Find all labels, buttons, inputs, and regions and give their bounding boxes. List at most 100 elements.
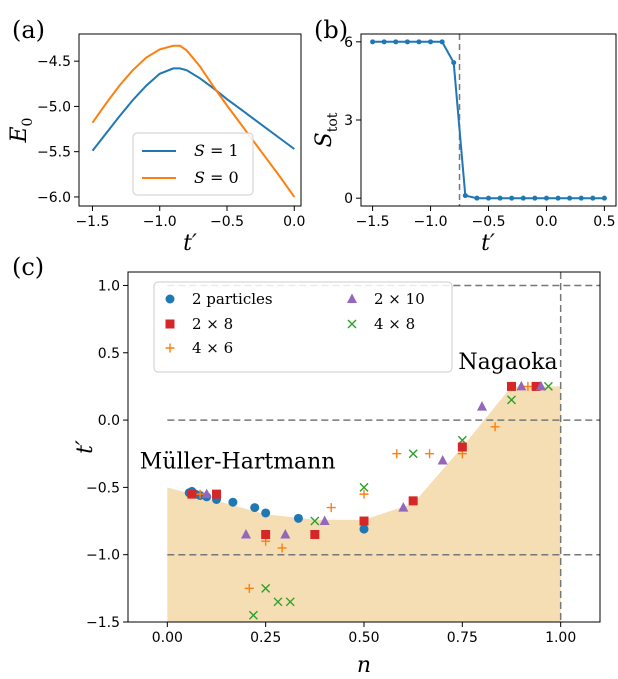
legend-label: 4 × 6 bbox=[192, 339, 233, 357]
x-tick-label: 0.00 bbox=[152, 630, 183, 646]
y-tick-label: 0.0 bbox=[98, 413, 120, 429]
data-point-plus bbox=[523, 381, 533, 391]
data-point-square bbox=[457, 442, 467, 452]
legend-marker-plus bbox=[165, 343, 175, 353]
x-tick-label: −1.0 bbox=[414, 214, 448, 230]
y-tick-label: 0 bbox=[344, 191, 353, 207]
stot-point bbox=[462, 193, 468, 199]
series-line-s0 bbox=[91, 44, 296, 198]
data-point-plus bbox=[392, 449, 402, 459]
stot-point bbox=[439, 39, 445, 45]
panel-c-ylabel: t′ bbox=[73, 440, 98, 454]
data-point-square bbox=[261, 530, 271, 539]
legend-marker-x bbox=[347, 319, 357, 329]
annotation-nagaoka: Nagaoka bbox=[458, 350, 557, 375]
panel-b-ylabel-sub: tot bbox=[325, 112, 341, 132]
data-point-triangle bbox=[241, 529, 251, 539]
panel-a-ylabel-main: E bbox=[7, 126, 32, 143]
panel-a-xlabel: t′ bbox=[183, 231, 197, 256]
data-point-plus bbox=[326, 503, 336, 513]
data-point-plus bbox=[195, 489, 205, 499]
data-point-triangle bbox=[516, 380, 527, 391]
x-tick-label: 0.75 bbox=[447, 630, 478, 646]
stot-point bbox=[404, 39, 410, 45]
stot-point bbox=[590, 195, 596, 201]
data-point-x bbox=[310, 516, 320, 526]
x-tick-label: 0.5 bbox=[593, 214, 615, 230]
y-tick-label: 1.0 bbox=[98, 278, 120, 294]
data-point-x bbox=[285, 597, 295, 607]
data-point-triangle bbox=[319, 515, 330, 526]
y-tick-label: −1.5 bbox=[86, 615, 120, 631]
data-point-x bbox=[359, 482, 369, 492]
stot-point bbox=[474, 195, 480, 201]
panel-b-ylabel-main: S bbox=[312, 132, 337, 147]
panel-b-ylabel: Stot bbox=[312, 112, 341, 147]
panel-a: (a) −1.5 −1.0 −0.5 0.0 −6.0−5.5−5.0−4.5 t′ … bbox=[7, 16, 305, 256]
legend-marker-triangle bbox=[347, 293, 357, 303]
legend-label: 2 × 8 bbox=[192, 315, 233, 333]
data-point-triangle bbox=[477, 401, 487, 411]
data-point-triangle bbox=[398, 502, 409, 512]
panel-a-label: (a) bbox=[12, 16, 45, 44]
stot-point bbox=[370, 39, 376, 45]
stot-point bbox=[543, 195, 549, 201]
data-point-circle bbox=[359, 524, 369, 534]
data-point-plus bbox=[277, 543, 287, 553]
data-point-plus bbox=[425, 449, 435, 459]
data-point-circle bbox=[250, 503, 260, 513]
x-tick-label: 1.00 bbox=[545, 630, 576, 646]
data-point-x bbox=[408, 449, 418, 459]
y-tick-label: −1.0 bbox=[86, 548, 120, 564]
data-point-x bbox=[248, 610, 258, 620]
panel-a-legend: S = 1 S = 0 bbox=[132, 132, 254, 196]
data-point-square bbox=[359, 516, 369, 526]
data-point-circle bbox=[261, 508, 271, 518]
annotation-muller-hartmann: Müller-Hartmann bbox=[140, 450, 336, 475]
stot-line bbox=[372, 40, 605, 200]
legend-marker-square bbox=[165, 319, 175, 329]
stot-point bbox=[555, 195, 561, 201]
legend-label-s0-value: = 0 bbox=[205, 168, 239, 187]
x-tick-label: −1.5 bbox=[75, 214, 109, 230]
stot-point bbox=[567, 195, 573, 201]
legend-label: 4 × 8 bbox=[374, 315, 415, 333]
y-tick-label: −0.5 bbox=[86, 480, 120, 496]
y-tick-label: −4.5 bbox=[37, 54, 71, 70]
stot-point bbox=[486, 195, 491, 201]
x-tick-label: −1.0 bbox=[143, 214, 177, 230]
data-point-square bbox=[507, 381, 516, 391]
data-point-square bbox=[212, 489, 221, 499]
x-tick-label: 0.0 bbox=[283, 214, 305, 230]
panel-c-legend-frame bbox=[153, 281, 453, 373]
data-point-square bbox=[187, 489, 197, 499]
x-tick-label: −0.5 bbox=[472, 214, 506, 230]
legend-label-s1-value: = 1 bbox=[205, 141, 239, 160]
data-point-triangle bbox=[280, 529, 291, 539]
panel-b: (b) −1.5 −1.0 −0.5 0.0 0.5 0 3 6 t′ Stot bbox=[312, 16, 617, 256]
x-tick-label: −0.5 bbox=[210, 214, 244, 230]
legend-label-s0-prefix: S bbox=[194, 168, 205, 187]
panel-b-label: (b) bbox=[314, 16, 348, 44]
stot-point bbox=[509, 195, 515, 201]
shaded-region bbox=[167, 386, 561, 622]
data-point-square bbox=[408, 496, 418, 506]
stot-point bbox=[451, 60, 457, 66]
panel-a-legend-frame bbox=[132, 132, 254, 196]
panel-a-ylabel: E0 bbox=[7, 118, 36, 144]
y-tick-label: 0.5 bbox=[98, 346, 120, 362]
stot-point bbox=[428, 39, 434, 45]
data-point-circle bbox=[228, 497, 238, 507]
panel-b-xlabel: t′ bbox=[481, 231, 495, 256]
legend-label-s0: S = 0 bbox=[194, 168, 239, 187]
x-tick-label: 0.25 bbox=[250, 630, 281, 646]
stot-point bbox=[393, 39, 399, 45]
data-point-square bbox=[310, 530, 320, 539]
data-point-plus bbox=[244, 583, 254, 593]
stot-point bbox=[416, 39, 422, 45]
x-tick-label: 0.0 bbox=[535, 214, 557, 230]
x-tick-label: 0.50 bbox=[348, 630, 379, 646]
panel-c-legend: 2 particles 2 × 8 4 × 6 2 × 10 4 × 8 bbox=[153, 281, 453, 373]
panel-c-label: (c) bbox=[12, 253, 44, 281]
panel-b-frame bbox=[360, 33, 617, 207]
